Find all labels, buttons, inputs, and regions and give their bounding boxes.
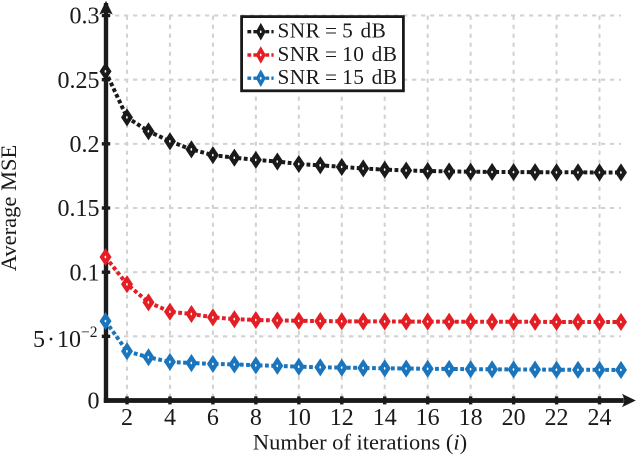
svg-text:SNR = 15 dB: SNR = 15 dB <box>278 65 398 89</box>
svg-text:2: 2 <box>121 405 133 431</box>
svg-text:4: 4 <box>164 405 176 431</box>
svg-text:24: 24 <box>587 405 611 431</box>
svg-text:SNR = 5 dB: SNR = 5 dB <box>278 19 387 43</box>
svg-text:22: 22 <box>545 405 569 431</box>
svg-text:0.25: 0.25 <box>58 68 100 94</box>
svg-text:Number of iterations (i): Number of iterations (i) <box>253 430 467 455</box>
svg-text:SNR = 10 dB: SNR = 10 dB <box>278 42 398 66</box>
svg-text:20: 20 <box>502 405 526 431</box>
svg-text:8: 8 <box>250 405 262 431</box>
svg-text:18: 18 <box>459 405 483 431</box>
svg-text:0.3: 0.3 <box>70 4 100 30</box>
svg-text:0.2: 0.2 <box>70 132 100 158</box>
svg-text:0.15: 0.15 <box>58 196 100 222</box>
svg-text:14: 14 <box>373 405 397 431</box>
svg-text:10: 10 <box>287 405 311 431</box>
svg-text:6: 6 <box>207 405 219 431</box>
svg-text:0.1: 0.1 <box>70 260 100 286</box>
svg-text:12: 12 <box>330 405 354 431</box>
svg-text:16: 16 <box>416 405 440 431</box>
svg-text:Average MSE: Average MSE <box>0 145 21 271</box>
svg-text:0: 0 <box>88 389 100 415</box>
